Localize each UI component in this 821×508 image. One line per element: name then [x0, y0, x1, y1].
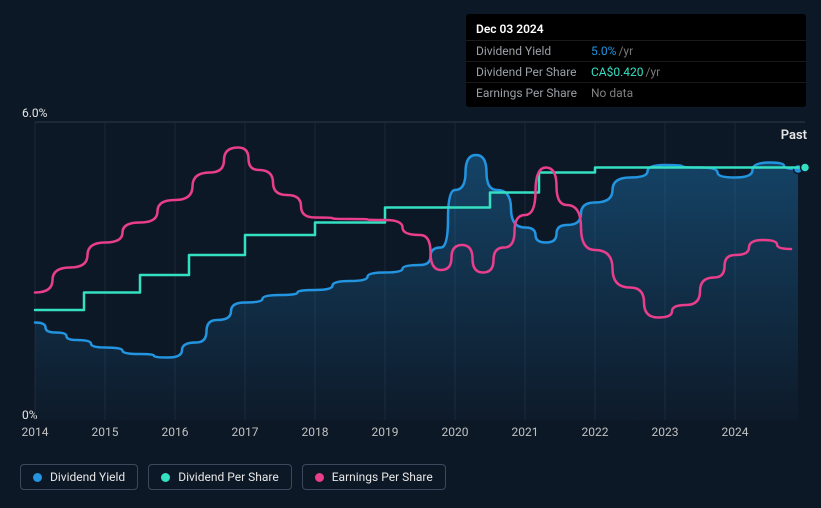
chart-tooltip: Dec 03 2024 Dividend Yield5.0% /yrDivide…: [466, 14, 806, 107]
tooltip-row-unit: /yr: [618, 44, 633, 58]
tooltip-date: Dec 03 2024: [466, 18, 806, 40]
tooltip-row-label: Dividend Per Share: [476, 65, 591, 79]
legend-color-dot: [315, 473, 324, 482]
x-axis-tick-label: 2015: [92, 425, 119, 439]
legend-item[interactable]: Dividend Per Share: [148, 464, 292, 490]
x-axis-tick-label: 2023: [652, 425, 679, 439]
chart-svg: [20, 120, 810, 420]
x-axis-tick-label: 2017: [232, 425, 259, 439]
tooltip-row-label: Earnings Per Share: [476, 86, 591, 100]
chart-container: Dec 03 2024 Dividend Yield5.0% /yrDivide…: [0, 0, 821, 508]
legend-label: Earnings Per Share: [332, 470, 433, 484]
tooltip-row-value: No data: [591, 86, 633, 100]
tooltip-row-label: Dividend Yield: [476, 44, 591, 58]
legend-item[interactable]: Dividend Yield: [20, 464, 138, 490]
x-axis-tick-label: 2024: [722, 425, 749, 439]
x-axis-tick-label: 2019: [372, 425, 399, 439]
x-axis-tick-label: 2014: [22, 425, 49, 439]
tooltip-row-value: 5.0%: [591, 44, 616, 58]
chart-legend: Dividend Yield Dividend Per Share Earnings…: [20, 464, 446, 490]
tooltip-row-unit: /yr: [646, 65, 661, 79]
y-axis-max-label: 6.0%: [22, 106, 47, 120]
legend-color-dot: [161, 473, 170, 482]
x-axis-tick-label: 2020: [442, 425, 469, 439]
tooltip-row-value: CA$0.420: [591, 65, 644, 79]
legend-label: Dividend Yield: [50, 470, 125, 484]
legend-color-dot: [33, 473, 42, 482]
legend-label: Dividend Per Share: [178, 470, 279, 484]
legend-item[interactable]: Earnings Per Share: [302, 464, 446, 490]
x-axis-tick-label: 2016: [162, 425, 189, 439]
tooltip-row: Dividend Yield5.0% /yr: [466, 40, 806, 61]
tooltip-row: Earnings Per ShareNo data: [466, 82, 806, 103]
x-axis-tick-label: 2018: [302, 425, 329, 439]
x-axis-tick-label: 2022: [582, 425, 609, 439]
tooltip-row: Dividend Per ShareCA$0.420 /yr: [466, 61, 806, 82]
x-axis-tick-label: 2021: [512, 425, 539, 439]
chart-plot-area[interactable]: [20, 120, 810, 420]
